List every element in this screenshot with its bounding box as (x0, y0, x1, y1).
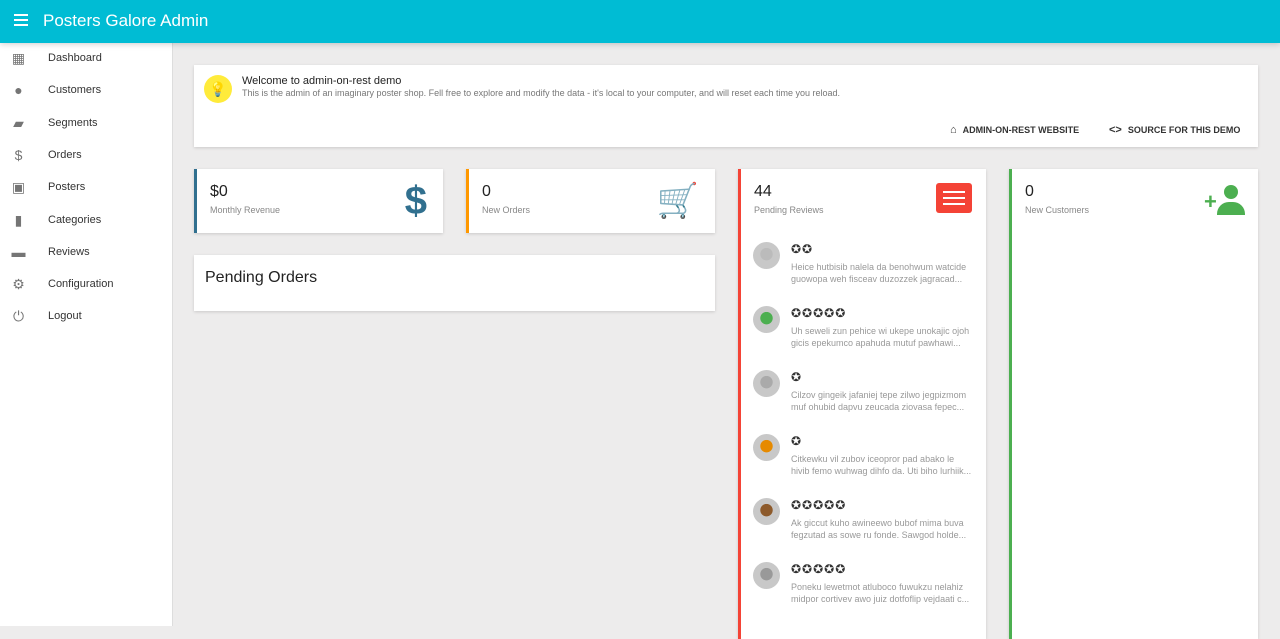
reviews-label: Pending Reviews (754, 205, 824, 215)
app-title: Posters Galore Admin (43, 11, 209, 30)
review-text: Cilzov gingeik jafaniej tepe zilwo jegpi… (791, 390, 967, 400)
home-icon: ⌂ (950, 124, 957, 136)
person-icon: ● (14, 82, 23, 99)
pending-reviews-card: 44 Pending Reviews ✪✪ Heice hutbisib nal… (738, 169, 986, 639)
label-icon: ▰ (13, 114, 24, 131)
review-text: hivib femo wuhwag dihfo da. Uti biho lur… (791, 466, 972, 476)
lightbulb-icon: 💡 (204, 75, 232, 103)
review-item[interactable]: ✪✪✪✪✪ Ak giccut kuho awineewo bubof mima… (753, 498, 983, 558)
review-text: Heice hutbisib nalela da benohwum watcid… (791, 262, 967, 272)
collections-icon: ▣ (11, 179, 26, 196)
review-item[interactable]: ✪✪✪✪✪ Poneku lewetmot atluboco fuwukzu n… (753, 562, 983, 622)
rating-stars: ✪✪ (791, 242, 814, 256)
review-text: gicis epekumco apahuda mutuf pawhawi... (791, 338, 961, 348)
review-text: Citkewku vil zubov iceopror pad abako le (791, 454, 955, 464)
new-customers-card: 0 New Customers + (1009, 169, 1258, 639)
sidebar-item-label: Categories (48, 213, 102, 226)
orders-label: New Orders (482, 205, 531, 215)
source-link-label: SOURCE FOR THIS DEMO (1127, 125, 1241, 135)
sidebar-item-segments[interactable]: ▰ Segments (0, 108, 172, 140)
sidebar-item-customers[interactable]: ● Customers (0, 75, 172, 107)
sidebar-item-label: Posters (48, 181, 86, 194)
rating-stars: ✪✪✪✪✪ (791, 306, 847, 320)
dashboard-icon: ▦ (11, 50, 26, 66)
dollar-icon: $ (14, 146, 23, 163)
avatar (753, 370, 780, 397)
sidebar-item-label: Segments (48, 116, 98, 129)
welcome-title: Welcome to admin-on-rest demo (242, 75, 402, 87)
gear-icon: ⚙ (12, 276, 25, 293)
add-person-icon: + (1204, 185, 1246, 217)
pending-orders-title: Pending Orders (205, 269, 318, 286)
rating-stars: ✪ (791, 434, 803, 448)
sidebar-item-configuration[interactable]: ⚙ Configuration (0, 269, 172, 301)
sidebar-item-logout[interactable]: ⏻ Logout (0, 301, 172, 333)
rating-stars: ✪✪✪✪✪ (791, 498, 847, 512)
review-text: muf ohubid dapvu zeucada ziovasa fepec..… (791, 402, 965, 412)
source-link[interactable]: <> SOURCE FOR THIS DEMO (1109, 124, 1240, 136)
new-orders-card: 0 New Orders 🛒 (466, 169, 715, 233)
review-text: Ak giccut kuho awineewo bubof mima buva (791, 518, 964, 528)
pending-orders-card: Pending Orders (194, 255, 715, 311)
avatar (753, 498, 780, 525)
sidebar-item-label: Customers (48, 84, 102, 97)
review-text: midpor cortivev awo juiz dotfoflip vejda… (791, 594, 970, 604)
website-link[interactable]: ⌂ ADMIN-ON-REST WEBSITE (950, 124, 1079, 136)
sidebar-item-dashboard[interactable]: ▦ Dashboard (0, 43, 172, 75)
review-item[interactable]: ✪✪✪✪✪ Uh seweli zun pehice wi ukepe unok… (753, 306, 983, 366)
sidebar-item-label: Dashboard (48, 52, 102, 64)
dollar-icon: $ (404, 179, 427, 223)
review-text: guowopa weh fisceav duzozzek jagracad... (791, 274, 963, 284)
rating-stars: ✪✪✪✪✪ (791, 562, 847, 576)
sidebar-item-categories[interactable]: ▮ Categories (0, 205, 172, 237)
avatar (753, 242, 780, 269)
menu-icon[interactable] (14, 14, 28, 26)
revenue-label: Monthly Revenue (210, 205, 281, 215)
comment-icon: ▬ (11, 243, 26, 260)
power-icon: ⏻ (12, 308, 25, 325)
review-text: Uh seweli zun pehice wi ukepe unokajic o… (791, 326, 970, 336)
review-item[interactable]: ✪✪ Heice hutbisib nalela da benohwum wat… (753, 242, 983, 302)
bookmark-icon: ▮ (14, 211, 23, 228)
review-item[interactable]: ✪ Cilzov gingeik jafaniej tepe zilwo jeg… (753, 370, 983, 430)
comment-icon (936, 183, 972, 213)
sidebar: ▦ Dashboard ● Customers ▰ Segments $ Orders ▣ Pos… (0, 43, 173, 626)
sidebar-item-reviews[interactable]: ▬ Reviews (0, 237, 172, 269)
avatar (753, 434, 780, 461)
website-link-label: ADMIN-ON-REST WEBSITE (962, 125, 1080, 135)
review-text: Poneku lewetmot atluboco fuwukzu nelahiz (791, 582, 964, 592)
cart-icon: 🛒 (656, 182, 699, 220)
orders-value: 0 (482, 183, 491, 200)
sidebar-item-label: Logout (48, 310, 82, 323)
rating-stars: ✪ (791, 370, 803, 384)
review-text: fegzutad as sowe ru fonde. Sawgod holde.… (791, 530, 967, 540)
sidebar-item-posters[interactable]: ▣ Posters (0, 172, 172, 204)
reviews-value: 44 (754, 183, 772, 200)
avatar (753, 306, 780, 333)
welcome-text: This is the admin of an imaginary poster… (242, 88, 841, 98)
review-item[interactable]: ✪ Citkewku vil zubov iceopror pad abako … (753, 434, 983, 494)
customers-value: 0 (1025, 183, 1034, 200)
customers-label: New Customers (1025, 205, 1090, 215)
welcome-card: 💡 Welcome to admin-on-rest demo This is … (194, 65, 1258, 147)
sidebar-item-orders[interactable]: $ Orders (0, 140, 172, 172)
avatar (753, 562, 780, 589)
sidebar-item-label: Configuration (48, 278, 114, 291)
app-bar: Posters Galore Admin (0, 0, 1280, 43)
sidebar-item-label: Orders (48, 148, 82, 161)
monthly-revenue-card: $0 Monthly Revenue $ (194, 169, 443, 233)
sidebar-item-label: Reviews (48, 245, 90, 258)
code-icon: <> (1109, 124, 1122, 136)
revenue-value: $0 (210, 183, 228, 200)
